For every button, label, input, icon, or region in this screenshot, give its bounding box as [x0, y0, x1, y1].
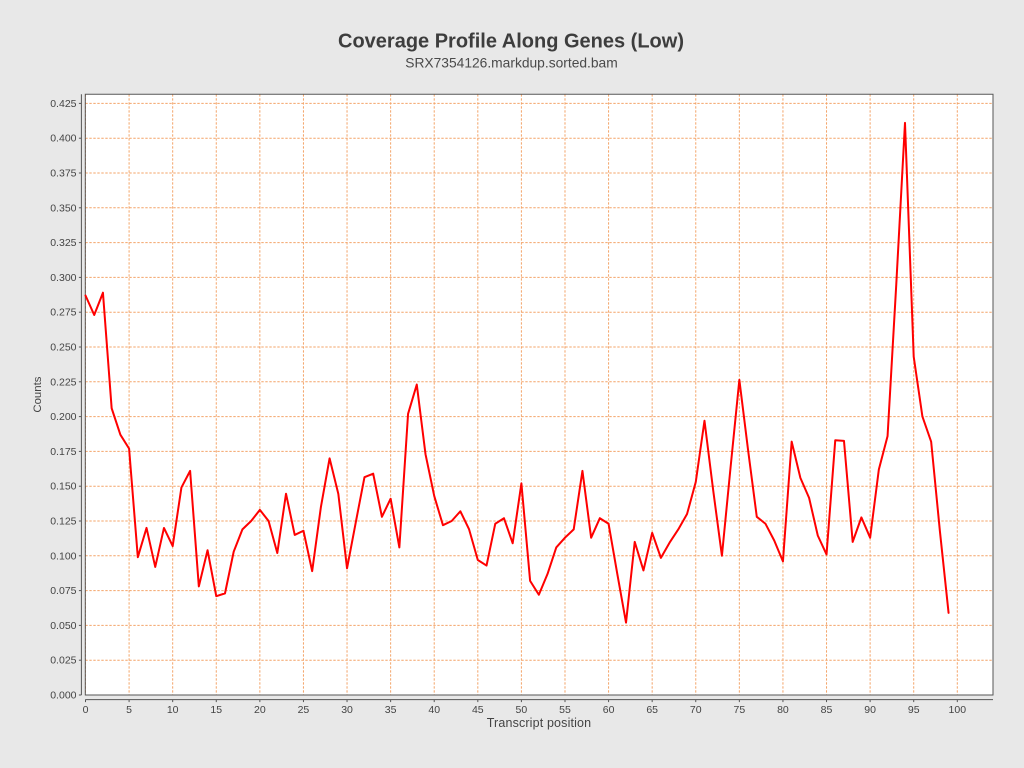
svg-text:0.175: 0.175	[50, 446, 76, 458]
svg-text:0.250: 0.250	[50, 342, 76, 354]
svg-text:50: 50	[516, 704, 528, 716]
svg-text:0.275: 0.275	[50, 307, 76, 319]
svg-text:Counts: Counts	[32, 376, 44, 412]
svg-text:5: 5	[126, 704, 132, 716]
svg-text:0.225: 0.225	[50, 376, 76, 388]
svg-text:95: 95	[908, 704, 920, 716]
svg-text:0.050: 0.050	[50, 620, 76, 632]
svg-text:45: 45	[472, 704, 484, 716]
svg-text:0.350: 0.350	[50, 202, 76, 214]
svg-text:20: 20	[254, 704, 266, 716]
svg-text:40: 40	[428, 704, 440, 716]
svg-text:0.125: 0.125	[50, 516, 76, 528]
svg-text:35: 35	[385, 704, 397, 716]
svg-text:65: 65	[646, 704, 658, 716]
svg-text:100: 100	[949, 704, 967, 716]
svg-text:80: 80	[777, 704, 789, 716]
svg-text:0.150: 0.150	[50, 481, 76, 493]
svg-text:0.000: 0.000	[50, 690, 76, 702]
svg-text:0: 0	[83, 704, 89, 716]
svg-text:55: 55	[559, 704, 571, 716]
svg-text:90: 90	[864, 704, 876, 716]
svg-text:0.075: 0.075	[50, 585, 76, 597]
svg-text:60: 60	[603, 704, 615, 716]
svg-text:0.375: 0.375	[50, 168, 76, 180]
svg-text:75: 75	[734, 704, 746, 716]
svg-text:25: 25	[298, 704, 310, 716]
svg-text:30: 30	[341, 704, 353, 716]
svg-text:Transcript position: Transcript position	[487, 716, 592, 730]
svg-text:0.300: 0.300	[50, 272, 76, 284]
svg-text:0.400: 0.400	[50, 133, 76, 145]
svg-text:85: 85	[821, 704, 833, 716]
svg-text:0.200: 0.200	[50, 411, 76, 423]
svg-text:10: 10	[167, 704, 179, 716]
svg-text:0.425: 0.425	[50, 98, 76, 110]
svg-text:15: 15	[210, 704, 222, 716]
svg-text:0.325: 0.325	[50, 237, 76, 249]
svg-text:70: 70	[690, 704, 702, 716]
svg-text:0.025: 0.025	[50, 655, 76, 667]
svg-text:SRX7354126.markdup.sorted.bam: SRX7354126.markdup.sorted.bam	[405, 56, 617, 71]
svg-text:0.100: 0.100	[50, 550, 76, 562]
svg-text:Coverage Profile Along Genes (: Coverage Profile Along Genes (Low)	[338, 31, 684, 53]
